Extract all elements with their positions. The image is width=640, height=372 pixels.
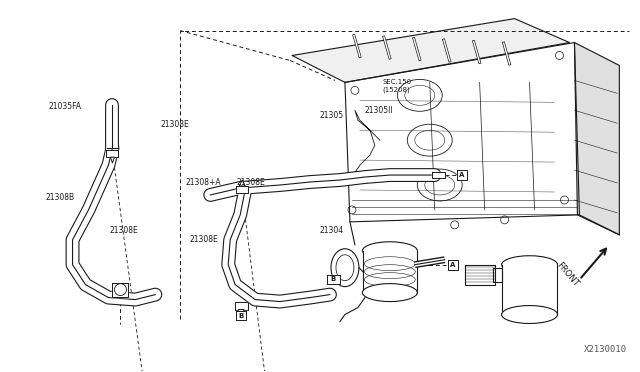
Polygon shape [238,310,244,315]
Polygon shape [239,180,245,186]
Text: 21305: 21305 [320,111,344,120]
Polygon shape [345,42,579,222]
Ellipse shape [336,255,354,280]
Text: 21035FA: 21035FA [49,102,81,111]
Ellipse shape [331,249,359,286]
Polygon shape [235,302,248,310]
Polygon shape [457,170,467,180]
Polygon shape [465,265,495,285]
Polygon shape [111,157,115,163]
Polygon shape [448,260,458,270]
Text: 21308+A: 21308+A [186,178,221,187]
Polygon shape [363,251,417,293]
Text: 21308E: 21308E [189,235,218,244]
Polygon shape [502,265,557,314]
Polygon shape [236,186,248,193]
Ellipse shape [362,242,417,260]
Text: 21308B: 21308B [45,193,74,202]
Text: SEC.150
(15208): SEC.150 (15208) [382,79,411,93]
Text: A: A [459,172,465,178]
Text: 21305II: 21305II [365,106,394,115]
Text: A: A [450,262,456,268]
Text: 21308E: 21308E [237,178,266,187]
Polygon shape [236,311,246,321]
Polygon shape [432,172,445,178]
Text: 21308E: 21308E [109,226,138,235]
Polygon shape [575,42,620,235]
Text: 21308E: 21308E [161,121,189,129]
Polygon shape [493,268,502,282]
Ellipse shape [502,256,557,274]
Ellipse shape [362,283,417,302]
Polygon shape [292,19,570,82]
Text: FRONT: FRONT [555,261,580,289]
Polygon shape [327,275,340,283]
Text: 21304: 21304 [320,226,344,235]
Ellipse shape [502,305,557,324]
Polygon shape [106,150,118,157]
Polygon shape [113,283,129,296]
Text: X2130010: X2130010 [584,345,627,355]
Text: B: B [239,312,244,318]
Text: B: B [330,276,335,282]
